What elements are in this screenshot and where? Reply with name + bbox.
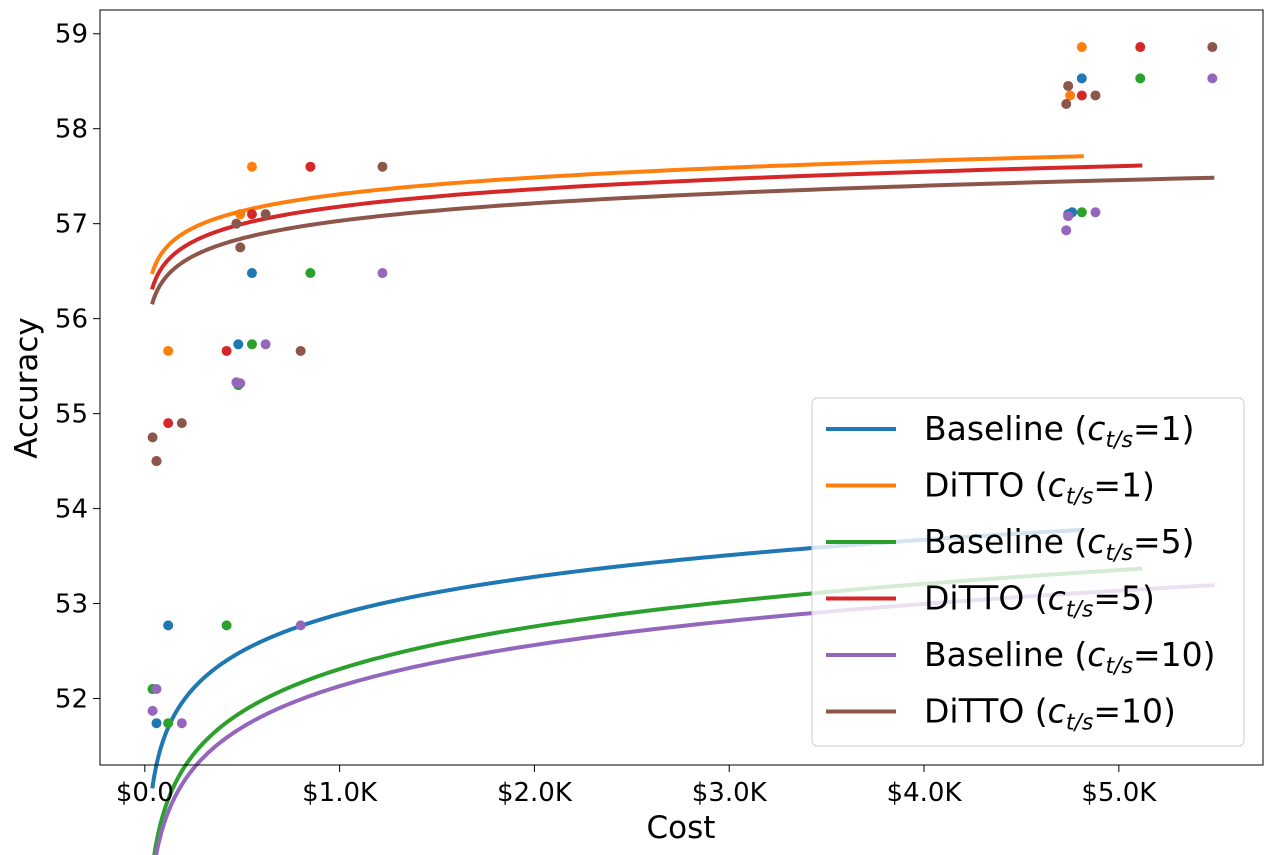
data-point-s4-1 <box>151 684 162 695</box>
data-point-s1-2 <box>235 209 246 220</box>
x-axis-label: Cost <box>647 810 716 846</box>
data-point-s5-0 <box>147 432 158 443</box>
data-point-s2-1 <box>163 718 174 729</box>
x-tick-label: $4.0K <box>887 778 963 808</box>
x-tick-label: $3.0K <box>692 778 768 808</box>
data-point-s0-4 <box>233 339 244 350</box>
fit-line-2 <box>152 566 1143 855</box>
y-tick-label: 54 <box>55 495 88 525</box>
data-point-s5-10 <box>1090 90 1101 101</box>
y-tick-label: 53 <box>55 590 88 620</box>
x-tick-label: $2.0K <box>497 778 573 808</box>
data-point-s1-5 <box>1076 42 1087 53</box>
y-tick-label: 57 <box>55 210 88 240</box>
data-point-s2-5 <box>305 268 316 279</box>
data-point-s4-7 <box>377 268 388 279</box>
data-point-s5-8 <box>1061 99 1072 110</box>
scatter-points <box>147 42 1218 729</box>
legend-label-2: Baseline (ct/s=5) <box>924 522 1194 566</box>
data-point-s4-9 <box>1063 211 1074 222</box>
data-point-s2-2 <box>221 620 232 631</box>
y-tick-label: 56 <box>55 305 88 335</box>
data-point-s5-5 <box>260 209 271 220</box>
data-point-s4-8 <box>1061 225 1072 236</box>
data-point-s4-4 <box>235 378 246 389</box>
data-point-s3-5 <box>1076 90 1087 101</box>
data-point-s5-2 <box>176 418 187 429</box>
data-point-s2-7 <box>1076 207 1087 218</box>
data-point-s4-0 <box>147 705 158 716</box>
legend-label-5: DiTTO (ct/s=10) <box>924 692 1176 736</box>
data-point-s0-2 <box>163 620 174 631</box>
legend-label-4: Baseline (ct/s=10) <box>924 635 1215 679</box>
data-point-s1-4 <box>1065 90 1076 101</box>
legend-box <box>811 397 1245 747</box>
data-point-s5-7 <box>377 161 388 172</box>
data-point-s4-10 <box>1090 207 1101 218</box>
fit-line-5 <box>150 175 1215 305</box>
data-point-s5-9 <box>1063 80 1074 91</box>
y-tick-label: 59 <box>55 20 88 50</box>
data-point-s1-3 <box>246 161 257 172</box>
data-point-s2-8 <box>1135 73 1146 84</box>
data-point-s5-3 <box>231 218 242 229</box>
data-point-s4-2 <box>176 718 187 729</box>
data-point-s0-8 <box>1076 73 1087 84</box>
x-axis-ticks: $0.0 $1.0K $2.0K $3.0K $4.0K $5.0K <box>116 765 1157 808</box>
fit-line-1 <box>150 154 1084 275</box>
y-axis-ticks: 52 53 54 55 56 57 58 59 <box>55 20 100 715</box>
data-point-s0-1 <box>151 718 162 729</box>
fit-line-4 <box>154 583 1215 855</box>
data-point-s3-6 <box>1135 42 1146 53</box>
data-point-s4-5 <box>260 339 271 350</box>
legend-label-0: Baseline (ct/s=1) <box>924 409 1194 453</box>
data-point-s5-11 <box>1207 42 1218 53</box>
x-tick-label: $0.0 <box>116 778 174 808</box>
x-tick-label: $1.0K <box>302 778 378 808</box>
data-point-s5-6 <box>295 345 306 356</box>
data-point-s3-4 <box>305 161 316 172</box>
legend-label-1: DiTTO (ct/s=1) <box>924 466 1155 510</box>
legend: Baseline (ct/s=1) DiTTO (ct/s=1) Baseline … <box>811 397 1245 747</box>
data-point-s4-6 <box>295 620 306 631</box>
data-point-s3-2 <box>221 345 232 356</box>
x-tick-label: $5.0K <box>1081 778 1157 808</box>
data-point-s1-1 <box>163 345 174 356</box>
data-point-s5-1 <box>151 456 162 467</box>
data-point-s5-4 <box>235 242 246 253</box>
data-point-s3-1 <box>163 418 174 429</box>
y-tick-label: 52 <box>55 685 88 715</box>
data-point-s4-11 <box>1207 73 1218 84</box>
data-point-s3-3 <box>246 209 257 220</box>
y-axis-label: Accuracy <box>9 317 45 459</box>
data-point-s2-4 <box>246 339 257 350</box>
data-point-s0-5 <box>246 268 257 279</box>
fit-line-0 <box>150 527 1084 789</box>
y-tick-label: 55 <box>55 400 88 430</box>
y-tick-label: 58 <box>55 115 88 145</box>
plot-frame <box>99 9 1264 766</box>
legend-label-3: DiTTO (ct/s=5) <box>924 579 1155 623</box>
legend-items: Baseline (ct/s=1) DiTTO (ct/s=1) Baseline … <box>826 409 1215 736</box>
